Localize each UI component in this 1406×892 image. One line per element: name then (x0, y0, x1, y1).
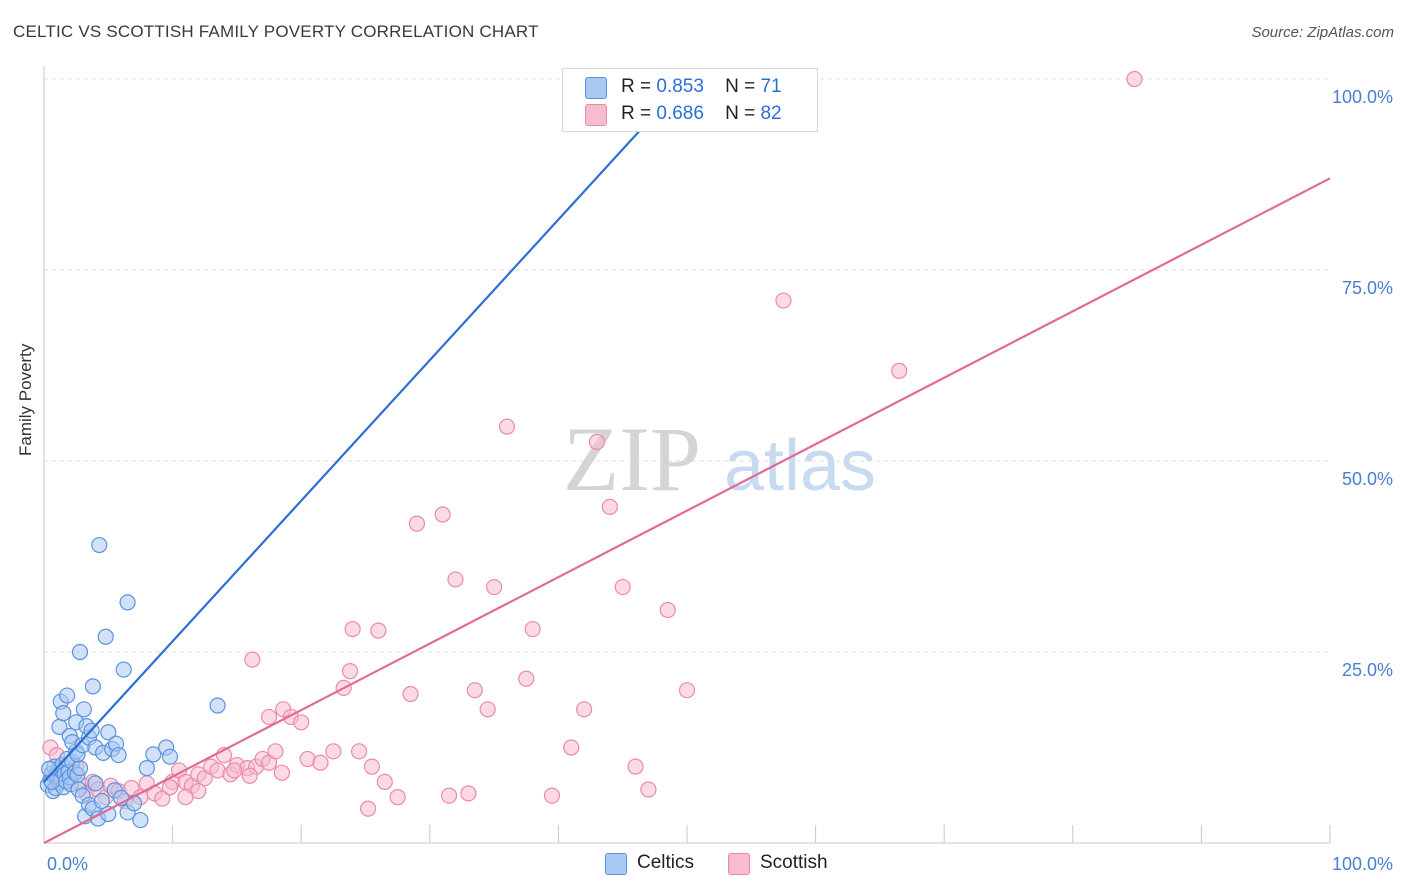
celtics-point-61 (119, 594, 136, 611)
scottish-point-63 (466, 682, 483, 699)
scottish-point-76 (640, 781, 657, 798)
celtics-point-59 (110, 747, 127, 764)
legend-text-scottish: R = 0.686 N = 82 (621, 103, 782, 124)
x-tick-label-max: 100.0% (1332, 854, 1393, 874)
correlation-legend: R = 0.853 N = 71 R = 0.686 N = 82 (562, 68, 818, 132)
celtics-point-30 (93, 792, 110, 810)
scottish-point-80 (891, 362, 908, 379)
scottish-point-77 (659, 601, 676, 619)
x-tick-label-min: 0.0% (47, 854, 88, 874)
axes (43, 66, 1331, 844)
scottish-point-52 (363, 758, 381, 775)
celtics-point-23 (71, 760, 89, 777)
scottish-point-46 (312, 754, 329, 771)
celtics-point-47 (75, 701, 92, 718)
scottish-point-70 (563, 739, 580, 756)
scottish-point-50 (344, 620, 361, 638)
scottish-point-64 (479, 701, 496, 718)
celtics-points (39, 70, 696, 829)
legend-text-celtics: R = 0.853 N = 71 (621, 76, 782, 97)
celtics-point-36 (132, 811, 149, 829)
celtics-point-68 (43, 773, 60, 790)
celtics-point-40 (59, 687, 76, 704)
scottish-point-81 (1126, 70, 1143, 88)
scottish-point-67 (518, 670, 535, 687)
scottish-point-69 (543, 787, 561, 804)
scottish-point-44 (293, 714, 310, 731)
scottish-point-78 (678, 682, 696, 699)
scottish-point-51 (350, 743, 368, 760)
legend-swatch-celtics (585, 77, 607, 99)
scottish-point-74 (614, 578, 631, 596)
celtics-swatch (605, 853, 627, 875)
scottish-point-73 (601, 498, 618, 515)
celtics-point-45 (71, 643, 89, 661)
y-tick-label-100: 100.0% (1332, 87, 1393, 107)
watermark-zip: ZIP (563, 408, 701, 510)
celtics-point-28 (87, 775, 104, 792)
scottish-point-53 (359, 800, 377, 817)
scottish-point-56 (389, 789, 406, 806)
scottish-point-55 (376, 773, 393, 790)
celtics-point-51 (84, 678, 101, 695)
celtics-point-53 (91, 536, 108, 554)
scottish-point-54 (370, 622, 387, 639)
scottish-point-61 (447, 571, 464, 588)
celtics-point-60 (115, 661, 132, 678)
scottish-point-49 (341, 662, 359, 680)
scottish-point-65 (486, 578, 503, 596)
celtics-point-63 (145, 746, 162, 763)
celtics-point-56 (100, 724, 117, 741)
celtics-point-66 (161, 748, 179, 765)
scottish-regression-line (43, 177, 1331, 844)
scottish-point-40 (244, 651, 261, 668)
scottish-point-41 (260, 708, 278, 726)
y-tick-label-25: 25.0% (1342, 660, 1393, 680)
scottish-point-34 (273, 764, 291, 781)
scottish-point-75 (627, 758, 644, 775)
celtics-point-62 (138, 760, 155, 777)
scottish-point-36 (161, 779, 179, 796)
watermark: ZIP atlas (563, 408, 876, 510)
scottish-point-59 (434, 506, 451, 523)
celtics-point-65 (209, 697, 226, 714)
watermark-atlas: atlas (724, 426, 876, 506)
scottish-point-66 (498, 418, 516, 435)
tick-labels: 25.0% 50.0% 75.0% 100.0% 0.0% 100.0% (47, 87, 1393, 874)
celtics-point-55 (97, 628, 114, 645)
y-tick-label-50: 50.0% (1342, 469, 1393, 489)
y-axis-label: Family Poverty (16, 343, 35, 456)
scottish-point-38 (177, 789, 194, 806)
scottish-point-33 (267, 743, 284, 760)
scottish-point-37 (190, 782, 207, 800)
scottish-point-62 (460, 785, 477, 802)
scottish-point-35 (241, 767, 258, 784)
y-tick-label-75: 75.0% (1342, 278, 1393, 298)
scottish-point-17 (154, 790, 171, 807)
scottish-swatch (728, 853, 750, 875)
regression-lines (43, 78, 1331, 844)
gridlines (44, 78, 1330, 653)
scottish-point-39 (226, 762, 243, 779)
scottish-point-47 (325, 743, 342, 760)
scottish-point-79 (775, 292, 792, 309)
source-label: Source: ZipAtlas.com (1251, 24, 1394, 41)
chart-title: CELTIC VS SCOTTISH FAMILY POVERTY CORREL… (13, 22, 539, 41)
celtics-legend-label: Celtics (637, 852, 695, 873)
scottish-point-71 (576, 701, 593, 718)
scottish-point-60 (440, 787, 458, 804)
celtics-point-39 (55, 705, 72, 722)
celtics-regression-line (43, 78, 688, 783)
scottish-point-58 (408, 515, 426, 532)
scottish-point-68 (524, 620, 541, 638)
scottish-point-57 (402, 685, 419, 703)
legend-swatch-scottish (585, 104, 607, 126)
scottish-legend-label: Scottish (760, 852, 828, 873)
scottish-point-72 (588, 433, 606, 450)
